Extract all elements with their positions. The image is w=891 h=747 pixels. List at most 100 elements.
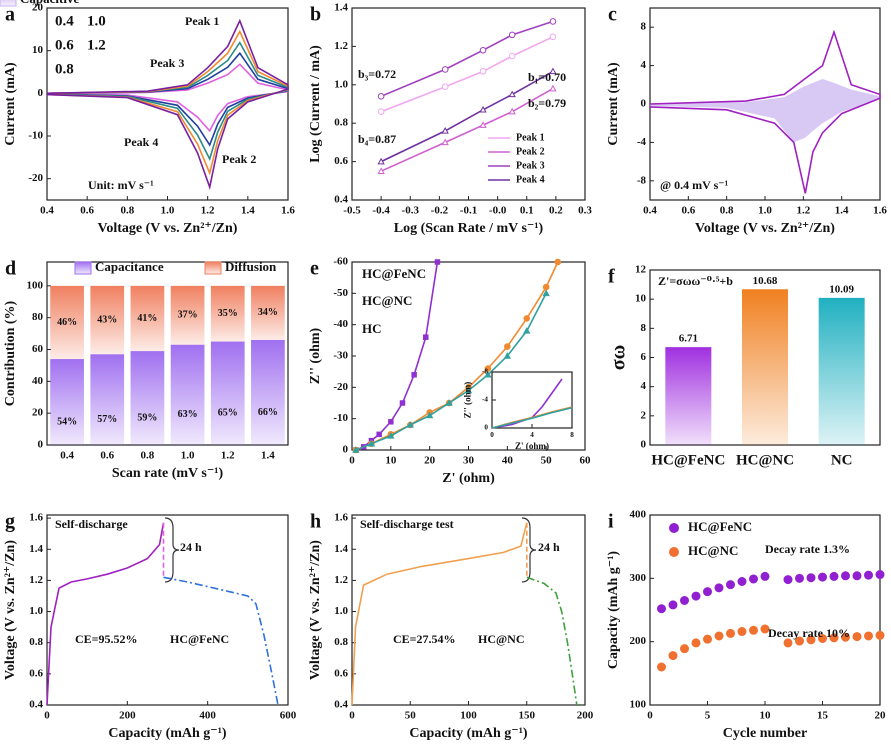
legend-label: Diffusion	[225, 259, 277, 274]
marker	[523, 327, 531, 334]
marker	[806, 635, 816, 645]
marker	[441, 127, 449, 134]
y-tick-label: 0.8	[334, 636, 348, 648]
y-tick-label: 20	[32, 2, 44, 14]
marker	[434, 259, 441, 265]
x-tick-label: 1.2	[201, 205, 215, 217]
x-tick-label: 0.6	[100, 450, 114, 462]
marker	[549, 33, 557, 41]
line	[351, 522, 528, 706]
legend-label: 1.0	[87, 13, 106, 29]
x-tick-label: 50	[541, 455, 553, 467]
marker	[484, 370, 492, 378]
panel-letter: f	[608, 266, 615, 288]
bar-segment	[210, 341, 245, 445]
x-tick-label: 0.1	[520, 205, 534, 217]
marker	[508, 31, 516, 39]
y-tick-label: -50	[333, 287, 348, 299]
annotation: 24 h	[180, 540, 202, 554]
panel-letter: d	[5, 258, 16, 280]
marker	[691, 591, 701, 601]
x-axis-label: Scan rate (mV s⁻¹)	[112, 466, 224, 481]
x-tick-label: 0	[490, 431, 494, 439]
annotation: Self-discharge test	[360, 517, 454, 531]
marker	[406, 421, 414, 428]
y-tick-label: 1.2	[334, 40, 348, 52]
plot-frame	[46, 261, 289, 446]
y-tick-label: -8	[482, 368, 488, 376]
value-label: 35%	[218, 308, 238, 319]
value-label: 34%	[258, 307, 278, 318]
x-tick-label: 0.4	[60, 450, 74, 462]
y-tick-label: 0	[343, 444, 349, 456]
y-axis-label: Capacity (mAh g⁻¹)	[606, 551, 621, 669]
y-tick-label: 8	[641, 322, 647, 334]
x-tick-label: -0.3	[402, 205, 420, 217]
y-tick-label: 12	[635, 264, 647, 276]
marker	[549, 18, 557, 25]
marker	[783, 575, 793, 585]
y-tick-label: 2	[641, 409, 647, 421]
x-tick-label: 100	[460, 710, 477, 722]
line	[649, 29, 881, 194]
y-tick-label: -30	[333, 350, 348, 362]
legend-swatch	[204, 261, 222, 275]
marker	[795, 573, 804, 583]
category-label: HC@FeNC	[651, 452, 725, 468]
value-label: 46%	[57, 317, 77, 328]
marker	[829, 633, 839, 643]
y-tick-label: -4	[637, 136, 647, 148]
marker	[523, 315, 531, 322]
marker	[508, 107, 516, 115]
y-tick-label: -4	[482, 396, 488, 404]
y-tick-label: 1.6	[29, 512, 43, 524]
marker	[841, 571, 850, 581]
y-tick-label: -8	[637, 174, 647, 186]
y-tick-label: 0.6	[334, 155, 348, 167]
brace	[521, 517, 537, 583]
x-tick-label: 1.4	[241, 205, 255, 217]
y-tick-label: 1.0	[29, 605, 43, 617]
y-tick-label: 1.0	[334, 78, 348, 90]
marker	[508, 52, 516, 60]
legend-swatch	[74, 261, 92, 275]
marker	[423, 334, 429, 340]
x-tick-label: 0.2	[549, 205, 563, 217]
legend-swatch	[0, 0, 17, 7]
y-tick-label: 400	[630, 509, 647, 521]
marker	[464, 386, 473, 394]
bar-segment	[50, 285, 84, 360]
x-axis-label: Cycle number	[723, 726, 807, 741]
y-tick-label: 0.8	[334, 117, 348, 129]
panel-letter: c	[608, 4, 617, 26]
marker	[377, 108, 385, 115]
annotation: Decay rate 1.3%	[765, 542, 850, 556]
y-tick-label: 10	[32, 44, 44, 56]
legend-label: 1.2	[87, 37, 106, 53]
value-label: 37%	[178, 310, 198, 321]
y-tick-label: 4	[641, 380, 647, 392]
x-tick-label: 60	[580, 455, 592, 467]
legend-label: Peak 1	[516, 132, 545, 143]
y-tick-label: 80	[32, 311, 44, 323]
marker	[479, 68, 487, 75]
marker	[726, 628, 735, 638]
x-tick-label: 1.0	[161, 205, 175, 217]
marker	[680, 644, 689, 654]
y-axis-label: Contribution (%)	[3, 300, 18, 406]
x-tick-label: 400	[199, 710, 216, 722]
marker	[703, 634, 712, 644]
annotation: b₂=0.79	[528, 96, 566, 110]
y-tick-label: 20	[32, 407, 44, 419]
y-tick-label: 0.4	[334, 699, 348, 711]
marker	[668, 600, 678, 610]
x-tick-label: 1.2	[221, 450, 235, 462]
y-tick-label: 40	[32, 375, 44, 387]
panel-letter: i	[608, 511, 614, 533]
y-tick-label: 0.8	[29, 636, 43, 648]
marker	[737, 577, 747, 586]
marker	[377, 167, 385, 174]
value-label: 6.71	[679, 333, 698, 345]
marker	[737, 627, 747, 637]
line	[491, 406, 573, 429]
